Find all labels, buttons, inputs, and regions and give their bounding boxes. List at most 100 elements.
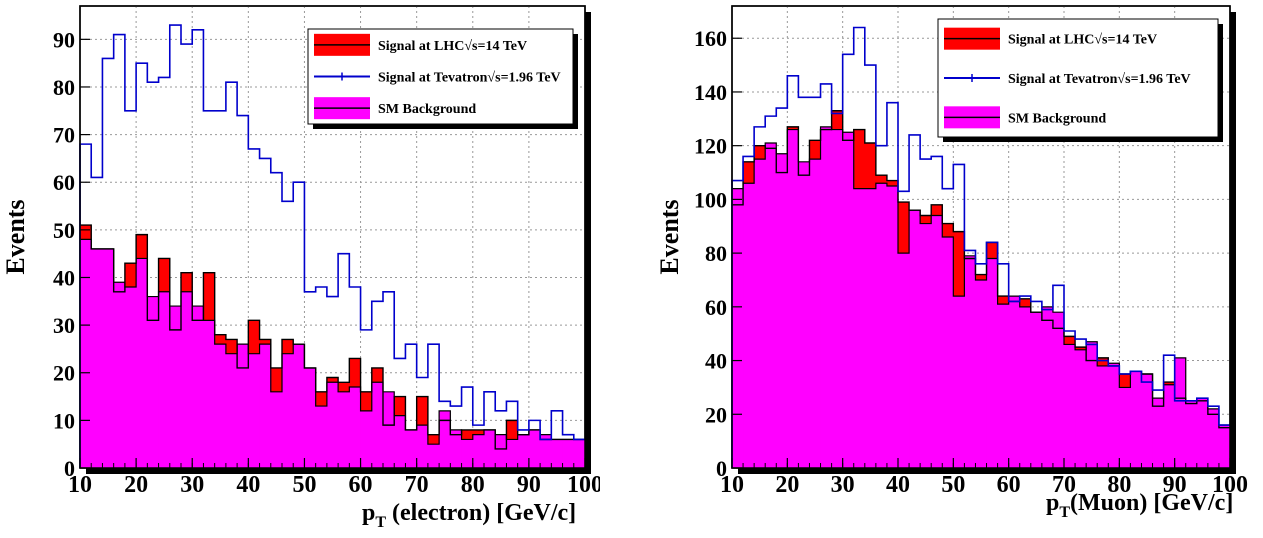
sm-background-bin [158,291,171,468]
sm-background-bin [113,282,126,468]
sm-background-bin [338,391,350,468]
sm-background-bin [528,429,541,468]
sm-background-bin [743,183,755,469]
sm-background-bin [124,287,137,468]
sm-background-bin [102,248,115,468]
y-tick-label: 90 [53,27,75,52]
x-axis-title-main: p [362,500,375,526]
y-tick-label: 10 [53,408,75,433]
sm-background-bin [1108,363,1120,468]
sm-background-bin [383,391,395,468]
series-tevatron-signal [731,26,1230,468]
sm-background-bin [732,188,744,468]
sm-background-bin [864,188,877,468]
sm-background-bin [1218,425,1231,468]
x-axis-title: pT(Muon) [GeV/c] [1046,490,1233,521]
sm-background-bin [427,444,440,468]
sm-background-bin [540,434,552,468]
sm-background-bin [776,153,788,469]
sm-background-bin [506,439,519,468]
x-tick-label: 60 [349,472,373,498]
sm-background-bin [798,161,810,468]
y-tick-label: 0 [716,456,727,481]
sm-background-bin [931,215,943,468]
x-tick-label: 90 [517,472,541,498]
sm-background-bin [1163,384,1176,468]
y-tick-label: 100 [694,187,727,212]
sm-background-bin [820,126,832,468]
y-tick-label: 60 [705,295,727,320]
sm-background-bin [394,415,406,468]
sm-background-bin [551,439,563,468]
series-sm-background [80,239,586,468]
sm-background-bin [1008,296,1021,468]
x-tick-label: 100 [1212,472,1248,498]
x-tick-label: 10 [720,472,744,498]
sm-background-bin [1041,306,1054,468]
sm-background-bin [147,296,159,468]
x-tick-label: 80 [1107,472,1131,498]
sm-background-bin [472,434,485,468]
legend-label: Signal at LHC√s=14 TeV [1008,33,1157,48]
y-tick-label: 120 [694,134,727,159]
x-axis-title-sub: T [1059,504,1070,521]
sm-background-bin [259,344,272,468]
x-tick-label: 70 [1052,472,1076,498]
x-tick-label: 40 [236,472,260,498]
chart-panel-muon: 10 20 30 40 50 60 70 80 90 100 0 20 40 60 80 100 120 140 1… [648,0,1263,533]
y-tick-label: 40 [705,349,727,374]
sm-background-bin [920,223,932,468]
sm-background-bin [1064,344,1076,468]
x-tick-label: 50 [941,472,965,498]
sm-background-bin [562,439,575,468]
sm-background-bin [1030,312,1043,468]
y-tick-label: 20 [705,402,727,427]
sm-background-bin [91,248,103,468]
sm-background-bin [787,129,799,468]
sm-background-bin [886,185,899,468]
sm-background-bin [1174,357,1187,468]
y-tick-label: 70 [53,123,75,148]
legend-label: SM Background [1008,111,1106,126]
series-tevatron-signal [79,24,585,468]
y-tick-label: 60 [53,170,75,195]
sm-background-bin [909,210,921,469]
sm-background-bin [1130,371,1142,468]
sm-background-bin [349,387,361,468]
sm-background-bin [484,429,496,468]
sm-background-bin [1185,400,1198,468]
legend-label: Signal at Tevatron√s=1.96 TeV [378,71,561,86]
sm-background-outline [80,238,585,445]
legend-label: SM Background [378,102,476,117]
sm-background-bin [237,344,249,468]
sm-background-bin [192,306,204,468]
sm-background-bin [809,159,821,468]
y-tick-label: 160 [694,26,727,51]
sm-background-bin [439,410,451,468]
sm-background-bin [282,353,294,468]
sm-background-bin [964,255,976,468]
y-tick-label: 40 [53,265,75,290]
x-axis-title-main: p [1046,490,1059,516]
sm-background-bin [225,353,238,468]
sm-background-bin [371,382,384,468]
x-tick-label: 40 [886,472,910,498]
sm-background-bin [315,406,328,468]
y-tick-label: 80 [705,241,727,266]
sm-background-bin [181,291,193,468]
sm-background-bin [360,410,373,468]
x-tick-label: 30 [831,472,855,498]
sm-background-bin [975,279,987,468]
y-tick-label: 140 [694,80,727,105]
sm-background-bin [1141,373,1153,468]
sm-background-bin [405,429,418,468]
sm-background-bin [80,239,92,468]
sm-background-bin [1075,349,1087,468]
sm-background-bin [842,132,855,468]
sm-background-bin [754,159,766,468]
sm-background-bin [203,320,216,468]
x-tick-label: 80 [461,472,485,498]
x-tick-label: 20 [124,472,148,498]
sm-background-bin [270,391,283,468]
sm-background-bin [248,353,260,468]
